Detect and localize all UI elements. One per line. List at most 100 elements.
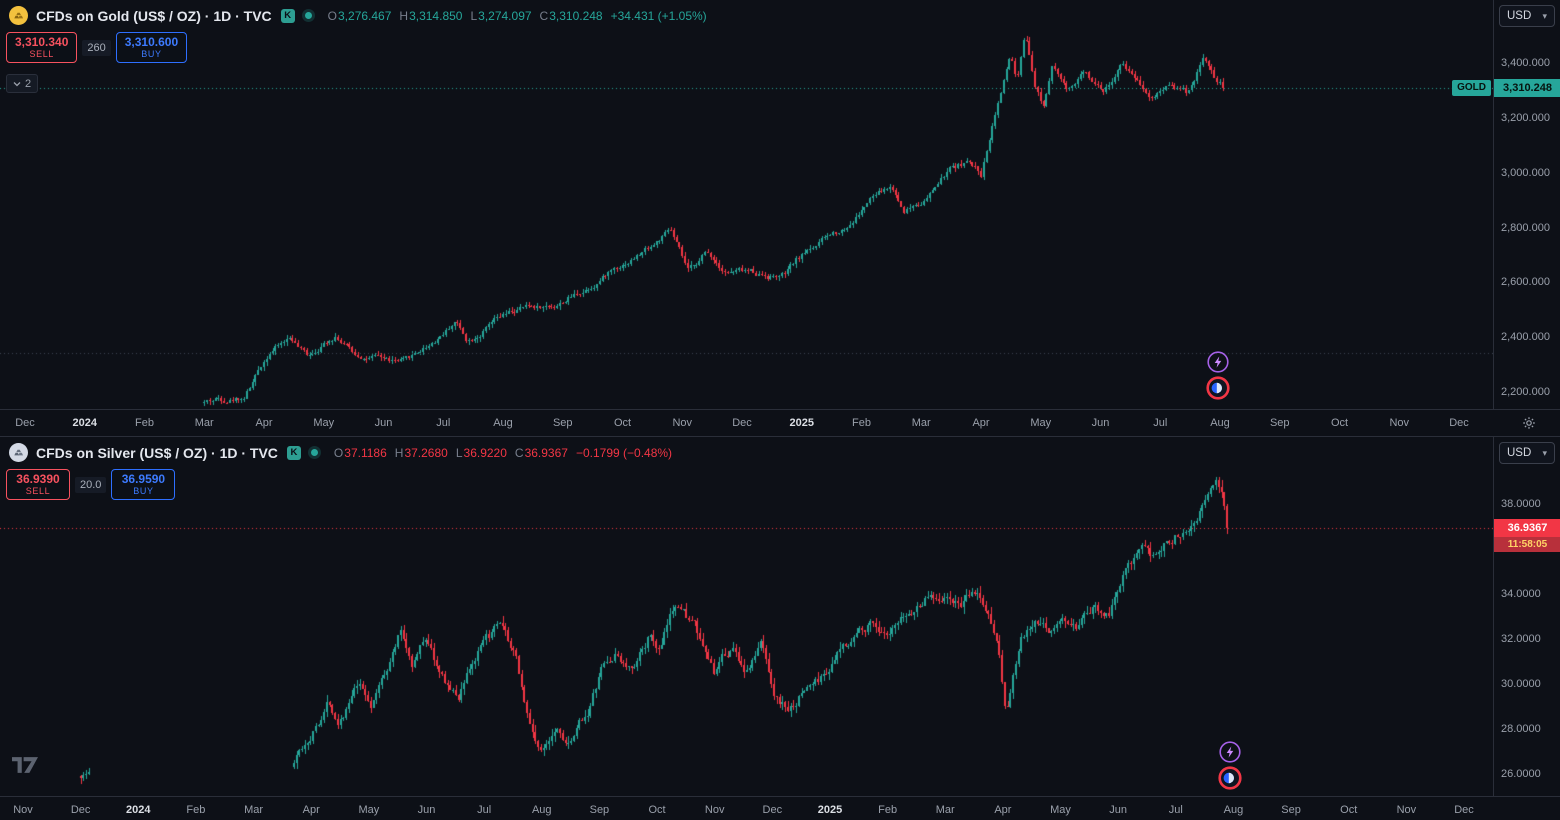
time-axis-label: 2025 (817, 804, 843, 816)
buy-button[interactable]: 36.9590 BUY (111, 469, 176, 500)
boost-lightning-icon[interactable] (1219, 741, 1241, 763)
time-axis-label: May (358, 804, 380, 816)
time-axis-label: Jun (417, 804, 436, 816)
gold-chart-panel: CFDs on Gold (US$ / OZ) · 1D · TVC K O3,… (0, 0, 1560, 436)
time-axis-label: Aug (1223, 804, 1244, 816)
time-axis-label: Sep (552, 417, 573, 429)
price-axis-label: 2,600.000 (1501, 276, 1550, 289)
market-open-status-icon (304, 12, 312, 19)
sell-price: 36.9390 (16, 471, 60, 486)
promo-target-icon[interactable] (1218, 766, 1242, 790)
time-axis-label: Oct (1340, 804, 1358, 816)
silver-time-axis[interactable]: Nov Dec 2024 Feb Mar Apr May Jun Jul Aug Sep Oct Nov… (0, 796, 1560, 820)
time-axis-label: Feb (878, 804, 898, 816)
gold-candlestick-chart[interactable] (0, 0, 1493, 409)
time-axis-label: Dec (762, 804, 783, 816)
currency-selector[interactable]: USD ▾ (1499, 442, 1555, 464)
silver-floating-icons (1218, 741, 1242, 790)
time-axis-label: Apr (994, 804, 1012, 816)
time-axis-label: Oct (613, 417, 632, 429)
time-axis-label: Feb (135, 417, 154, 429)
boost-lightning-icon[interactable] (1207, 351, 1229, 373)
time-axis-label: Mar (244, 804, 264, 816)
price-axis-label: 3,000.000 (1501, 166, 1550, 179)
time-axis-label: Apr (255, 417, 273, 429)
time-axis-label: Aug (1210, 417, 1230, 429)
time-axis-label: Jul (1153, 417, 1168, 429)
price-axis-label: 26.0000 (1501, 768, 1541, 780)
time-axis-label: May (313, 417, 335, 429)
silver-candlestick-chart[interactable] (0, 437, 1493, 796)
time-axis-label: Sep (1269, 417, 1290, 429)
time-axis-label: Aug (531, 804, 552, 816)
sell-label: SELL (29, 48, 54, 59)
gold-symbol-title[interactable]: CFDs on Gold (US$ / OZ) · 1D · TVC (36, 7, 272, 24)
gold-time-axis[interactable]: Dec 2024 Feb Mar Apr May Jun Jul Aug Sep Oct Nov Dec… (0, 409, 1560, 436)
time-axis-label: Mar (911, 417, 931, 429)
high-label: H (399, 8, 409, 23)
time-axis-label: Jun (1109, 804, 1128, 816)
silver-chart-panel: CFDs on Silver (US$ / OZ) · 1D · TVC K O… (0, 436, 1560, 820)
gold-pane-header: CFDs on Gold (US$ / OZ) · 1D · TVC K O3,… (9, 6, 715, 25)
silver-ohlc-readout: O37.1186 H37.2680 L36.9220 C36.9367 −0.1… (334, 446, 680, 460)
time-axis-label: Feb (852, 417, 871, 429)
gold-symbol-icon (9, 6, 28, 25)
low-value: 36.9220 (463, 445, 507, 460)
time-axis-label: Jun (1091, 417, 1110, 429)
open-label: O (333, 445, 344, 460)
time-axis-label: Mar (935, 804, 955, 816)
high-value: 3,314.850 (409, 8, 463, 23)
close-value: 3,310.248 (549, 8, 603, 23)
price-axis-label: 2,200.000 (1501, 386, 1550, 398)
gold-buy-sell-widget: 3,310.340 SELL 260 3,310.600 BUY (6, 32, 188, 63)
buy-button[interactable]: 3,310.600 BUY (115, 32, 188, 63)
price-axis-label: 3,400.000 (1501, 57, 1550, 69)
time-axis-label: Oct (648, 804, 666, 816)
price-axis-label: 3,200.000 (1501, 111, 1550, 124)
silver-price-scale[interactable]: USD ▾ 38.000036.000034.000032.000030.000… (1493, 437, 1560, 796)
silver-symbol-title[interactable]: CFDs on Silver (US$ / OZ) · 1D · TVC (36, 444, 278, 461)
gold-floating-icons (1206, 351, 1230, 400)
data-source-icon: K (280, 8, 295, 23)
time-axis-settings-gear-icon[interactable] (1522, 416, 1536, 430)
low-label: L (455, 445, 463, 460)
price-axis-label: 30.0000 (1501, 678, 1541, 690)
currency-selector[interactable]: USD ▾ (1499, 5, 1555, 27)
close-label: C (514, 445, 524, 460)
time-axis-label: Jul (436, 417, 451, 429)
buy-price: 36.9590 (121, 471, 166, 486)
data-source-icon: K (286, 445, 301, 460)
time-axis-label: Nov (704, 804, 725, 816)
low-value: 3,274.097 (478, 8, 532, 23)
silver-symbol-icon (9, 443, 28, 462)
sell-button[interactable]: 36.9390 SELL (6, 469, 70, 500)
buy-label: BUY (133, 485, 154, 496)
collapsed-panes-toggle[interactable]: 2 (6, 74, 39, 93)
time-axis-label: 2025 (789, 417, 814, 429)
time-axis-label: Sep (1281, 804, 1301, 816)
time-axis-label: Apr (302, 804, 320, 816)
time-axis-label: 2024 (72, 417, 97, 429)
time-axis-label: Sep (589, 804, 610, 816)
silver-buy-sell-widget: 36.9390 SELL 20.0 36.9590 BUY (6, 469, 176, 500)
close-label: C (539, 8, 549, 23)
high-value: 37.2680 (404, 445, 448, 460)
chevron-down-icon: ▾ (1542, 447, 1547, 458)
gold-price-scale[interactable]: USD ▾ 3,400.000 3,200.000 3,000.000 2,800.0… (1493, 0, 1560, 409)
currency-value: USD (1507, 447, 1532, 459)
time-axis-label: Mar (194, 417, 214, 429)
spread-value: 20.0 (75, 476, 107, 493)
promo-target-icon[interactable] (1206, 376, 1230, 400)
time-axis-label: Jun (374, 417, 393, 429)
time-axis-label: Dec (1449, 417, 1469, 429)
close-value: 36.9367 (524, 445, 568, 460)
sell-button[interactable]: 3,310.340 SELL (6, 32, 78, 63)
low-label: L (470, 8, 478, 23)
change-value: +34.431 (+1.05%) (610, 8, 707, 23)
tradingview-logo[interactable] (12, 757, 38, 774)
time-axis-label: Oct (1330, 417, 1349, 429)
price-axis-label: 34.0000 (1501, 588, 1541, 600)
gold-symbol-price-tag: GOLD (1452, 80, 1491, 96)
high-label: H (394, 445, 404, 460)
buy-label: BUY (141, 48, 162, 59)
